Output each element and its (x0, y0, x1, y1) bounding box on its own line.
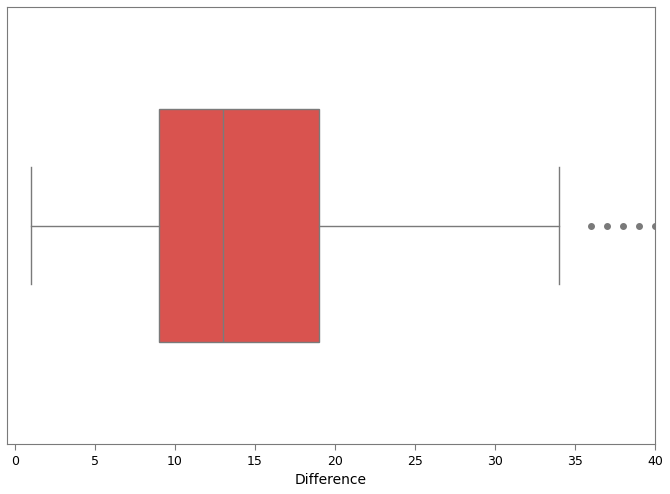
X-axis label: Difference: Difference (295, 473, 367, 487)
PathPatch shape (159, 109, 319, 342)
